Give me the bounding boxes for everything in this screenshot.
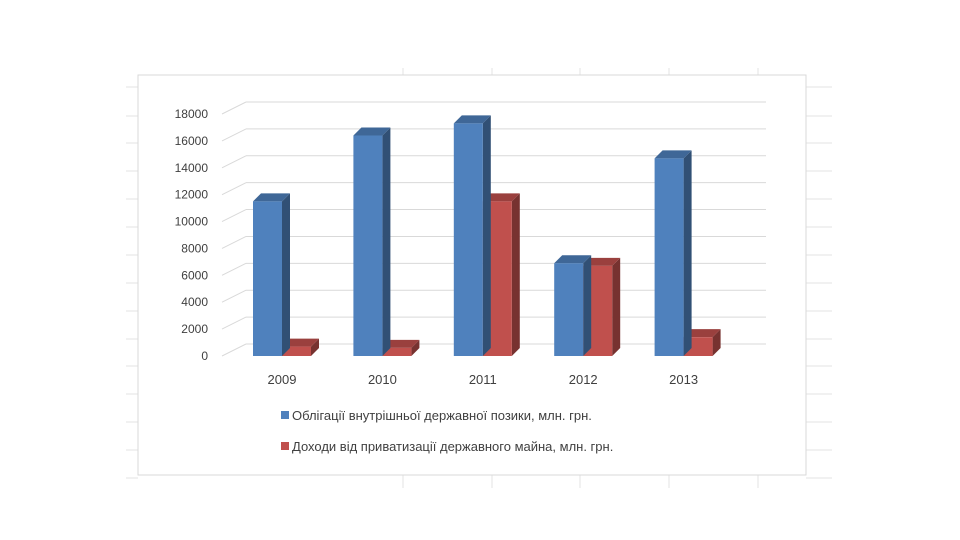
bar	[654, 150, 692, 356]
gridline-diagonal	[221, 289, 247, 303]
bar-top	[382, 339, 420, 348]
bar-top	[554, 255, 592, 264]
gridline-diagonal	[221, 209, 247, 223]
gridline-diagonal	[221, 316, 247, 330]
gridline-diagonal	[221, 155, 247, 169]
x-tick-label: 2013	[669, 372, 698, 387]
y-tick-label: 4000	[181, 295, 208, 309]
bar-front	[554, 263, 584, 356]
gridline-diagonal	[221, 128, 247, 142]
bar-top	[683, 329, 721, 338]
bar-side	[411, 339, 420, 356]
bar-front	[382, 347, 412, 356]
x-tick-label: 2009	[268, 372, 297, 387]
y-tick-label: 8000	[181, 241, 208, 255]
bar-top	[453, 115, 491, 124]
bar-side	[511, 193, 520, 356]
bar-top	[353, 127, 391, 136]
background-table-lines	[126, 68, 832, 488]
x-tick-label: 2012	[569, 372, 598, 387]
bar-side	[382, 127, 391, 356]
bar	[353, 127, 391, 356]
bar-top	[253, 193, 290, 202]
bar	[382, 339, 420, 356]
x-tick-label: 2011	[469, 372, 497, 387]
bar-side	[482, 115, 491, 357]
y-tick-label: 12000	[175, 188, 209, 202]
legend-label: Доходи від приватизації державного майна…	[292, 439, 613, 454]
bar	[253, 193, 290, 356]
y-tick-label: 14000	[175, 161, 209, 175]
bar	[453, 115, 491, 357]
bar-front	[282, 346, 311, 356]
bar-top	[482, 193, 520, 202]
bar	[282, 338, 319, 356]
gridline-diagonal	[221, 262, 247, 276]
y-tick-label: 0	[201, 349, 208, 363]
x-axis-tick-labels: 2009 2010 2011 2012 2013	[268, 372, 699, 387]
bar-front	[353, 135, 383, 356]
bar-front	[253, 201, 282, 356]
gridline-diagonal	[221, 343, 247, 357]
x-tick-label: 2010	[368, 372, 397, 387]
gridline-diagonal	[221, 101, 247, 115]
gridline-diagonal	[221, 235, 247, 249]
bar-top	[282, 338, 319, 347]
bar	[554, 255, 592, 356]
y-tick-label: 18000	[175, 107, 209, 121]
bar-top	[583, 257, 621, 266]
bar-front	[654, 158, 684, 356]
y-axis-tick-labels: 0 2000 4000 6000 8000 10000 12000 14000 16000 180…	[175, 107, 209, 363]
bar-side	[282, 193, 290, 356]
y-tick-label: 16000	[175, 134, 209, 148]
legend-swatch	[281, 442, 289, 450]
bar-side	[311, 338, 319, 356]
bar-side	[712, 329, 721, 356]
legend-swatch	[281, 411, 289, 419]
bar-side	[612, 257, 621, 356]
y-tick-label: 6000	[181, 268, 208, 282]
gridline-diagonal	[221, 182, 247, 196]
y-tick-label: 2000	[181, 322, 208, 336]
legend-label: Облігації внутрішньої державної позики, …	[292, 408, 592, 423]
bar-front	[453, 123, 483, 357]
bars	[253, 115, 721, 357]
bar-top	[654, 150, 692, 159]
y-tick-label: 10000	[175, 215, 209, 229]
legend: Облігації внутрішньої державної позики, …	[281, 408, 613, 454]
bar-side	[683, 150, 692, 356]
bar-side	[583, 255, 592, 356]
